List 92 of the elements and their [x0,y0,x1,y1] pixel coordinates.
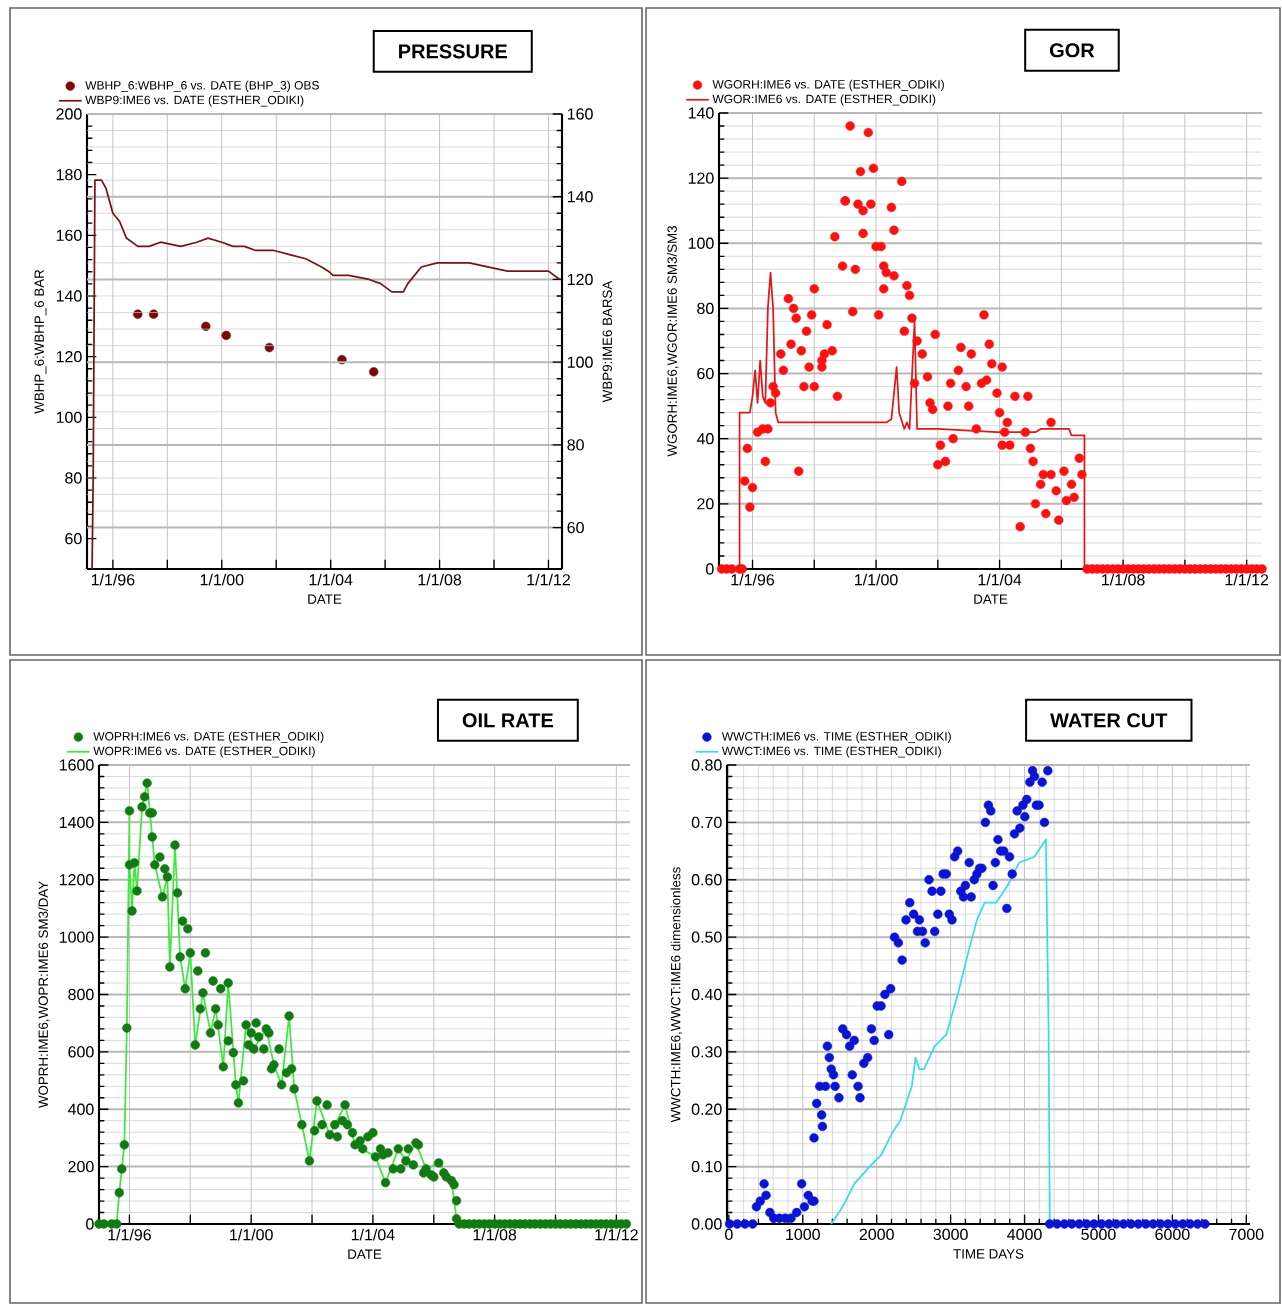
y-tick-label: 0.60 [691,874,722,886]
y-tick-label: 0 [706,563,714,575]
x-tick-label: 1/1/12 [595,1228,638,1241]
y-tick-label: 600 [68,1046,94,1058]
y-tick-label: 800 [68,988,94,1001]
x-tick-label: 1/1/12 [1225,573,1269,586]
y2-tick-label: 60 [567,521,584,534]
chart-title: OIL RATE [462,713,554,728]
legend-label: WWCT:IME6 vs. TIME (ESTHER_ODIKI) [721,746,941,758]
x-tick-label: 1/1/00 [855,573,898,586]
y-tick-label: 120 [56,351,82,363]
y-tick-label: 0.80 [691,759,722,771]
y-axis-title: WGORH:IME6,WGOR:IME6 SM3/SM3 [667,226,679,457]
y-tick-label: 0.70 [691,816,722,829]
point [133,309,143,319]
x-tick-label: 6000 [1155,1228,1190,1241]
legend-label: WOPRH:IME6 vs. DATE (ESTHER_ODIKI) [93,731,324,743]
x-axis-title: DATE [974,594,1008,604]
point [337,355,347,365]
y-tick-label: 20 [697,498,714,510]
y-tick-label: 0.50 [691,931,722,943]
legend-label: WWCTH:IME6 vs. TIME (ESTHER_ODIKI) [721,731,951,743]
y-tick-label: 1000 [59,931,94,943]
x-tick-label: 1/1/12 [527,573,570,586]
y-tick-label: 0.10 [691,1160,722,1173]
x-tick-label: 1/1/00 [200,573,244,586]
legend-label: WGORH:IME6 vs. DATE (ESTHER_ODIKI) [712,79,944,91]
legend-label: WBP9:IME6 vs. DATE (ESTHER_ODIKI) [85,95,304,107]
y-tick-label: 0.30 [691,1046,722,1058]
y-tick-label: 120 [688,172,714,184]
x-axis-title: TIME DAYS [953,1249,1024,1259]
y-tick-label: 0.40 [691,988,722,1001]
point [221,330,231,341]
point [148,309,159,319]
legend-label: WOPR:IME6 vs. DATE (ESTHER_ODIKI) [93,746,315,758]
y-tick-label: 100 [56,411,82,423]
y-tick-label: 80 [65,472,82,484]
y2-tick-label: 120 [567,273,593,286]
point [201,321,211,331]
y-tick-label: 160 [56,229,82,241]
x-tick-label: 5000 [1081,1228,1116,1241]
chart-title: WATER CUT [1050,713,1168,728]
x-tick-label: 0 [725,1228,733,1241]
y2-tick-label: 100 [567,356,593,368]
y-axis-title: WWCTH:IME6,WWCT:IME6 dimensionless [670,867,683,1123]
x-tick-label: 1/1/04 [978,573,1022,586]
x-tick-label: 1/1/08 [418,573,462,586]
line-series [91,179,561,570]
y-tick-label: 1400 [59,816,94,829]
x-axis-title: DATE [348,1249,382,1259]
y-tick-label: 60 [65,533,82,545]
x-tick-label: 2000 [859,1228,894,1241]
y-tick-label: 100 [688,237,714,249]
x-tick-label: 1/1/96 [108,1228,151,1241]
y-tick-label: 200 [56,108,82,120]
x-tick-label: 1/1/00 [230,1228,273,1241]
y-tick-label: 40 [696,433,714,445]
x-tick-label: 4000 [1007,1228,1042,1241]
y-tick-label: 1200 [59,874,94,886]
y-tick-label: 60 [697,367,714,380]
y2-tick-label: 140 [567,191,593,203]
point [264,342,275,353]
point [369,367,379,377]
x-tick-label: 1/1/96 [91,573,135,586]
legend-label: WGOR:IME6 vs. DATE (ESTHER_ODIKI) [712,94,936,106]
chart-title: GOR [1049,43,1095,58]
y-tick-label: 1600 [59,759,94,771]
x-tick-label: 1/1/96 [731,573,775,586]
y-tick-label: 180 [56,168,82,181]
y-tick-label: 80 [697,302,714,315]
y-tick-label: 140 [688,107,714,119]
y-tick-label: 0 [86,1218,94,1230]
y-axis-title: WOPRH:IME6,WOPR:IME6 SM3/DAY [38,881,50,1109]
legend-label: WBHP_6:WBHP_6 vs. DATE (BHP_3) OBS [85,80,319,92]
x-tick-label: 1/1/08 [1102,573,1145,586]
y2-tick-label: 80 [567,439,584,451]
x-tick-label: 1/1/04 [351,1228,395,1241]
x-tick-label: 1/1/04 [309,573,353,586]
y-tick-label: 200 [68,1160,94,1173]
y-axis-title: WBHP_6:WBHP_6 BAR [34,269,47,414]
y2-axis-title: WBP9:IME6 BARSA [602,280,612,403]
x-tick-label: 1/1/08 [473,1228,517,1241]
chart-title: PRESSURE [399,44,507,59]
y2-tick-label: 160 [567,108,593,120]
y-tick-label: 0.20 [691,1103,722,1115]
y-tick-label: 0.00 [691,1218,722,1230]
y-tick-label: 400 [67,1103,94,1115]
x-tick-label: 1000 [786,1228,820,1241]
x-axis-title: DATE [308,594,342,604]
x-tick-label: 3000 [933,1228,968,1241]
y-tick-label: 140 [56,290,82,302]
x-tick-label: 7000 [1229,1228,1264,1241]
